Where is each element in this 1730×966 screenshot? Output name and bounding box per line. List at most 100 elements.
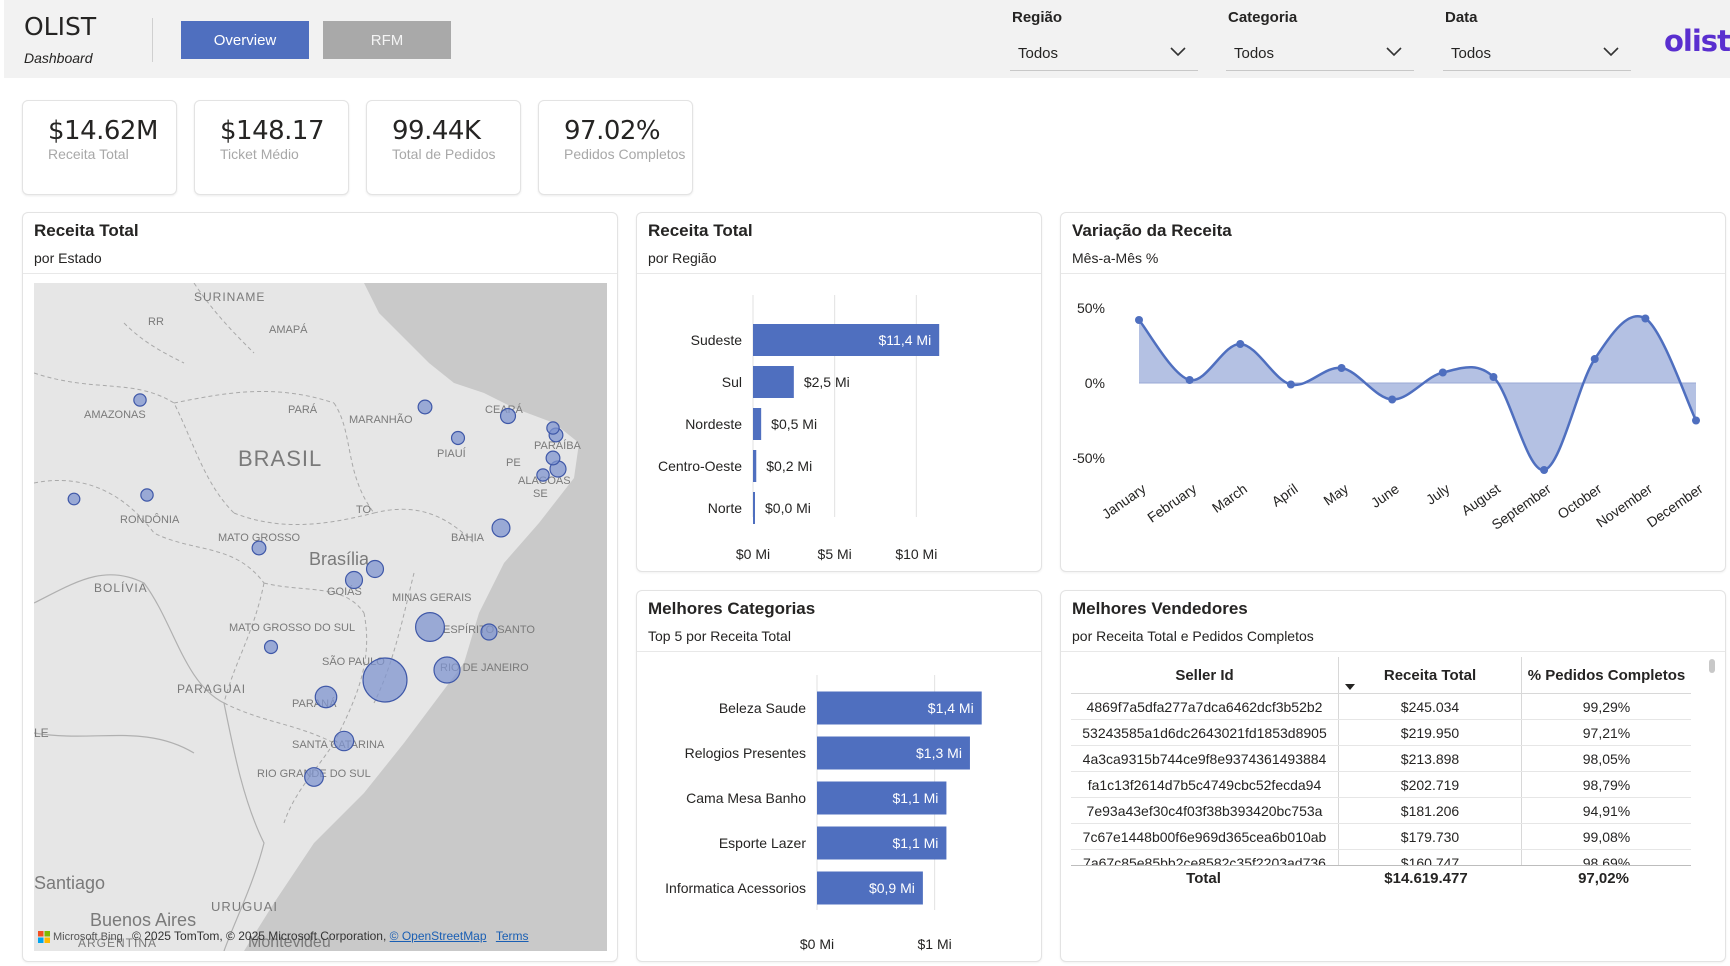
table-row[interactable]: 7c67e1448b00f6e969d365cea6b010ab $179.730…	[1071, 823, 1691, 850]
map-label: BOLÍVIA	[94, 580, 148, 595]
table-row[interactable]: 4a3ca9315b744ce9f8e9374361493884 $213.898…	[1071, 745, 1691, 772]
revenue-cell: $219.950	[1338, 719, 1522, 746]
map-label: Buenos Aires	[90, 910, 196, 930]
data-point	[1388, 395, 1397, 404]
map-label: MATO GROSSO	[218, 532, 301, 544]
microsoft-logo-icon	[38, 930, 50, 943]
kpi-card-receita-total: $14.62M Receita Total	[22, 100, 177, 195]
table-row[interactable]: fa1c13f2614d7b5c4749cbc52fecda94 $202.719…	[1071, 771, 1691, 798]
map-label: PE	[506, 457, 521, 469]
region-panel-subtitle: por Região	[648, 250, 717, 266]
kpi-label: Ticket Médio	[220, 146, 299, 162]
x-tick-label: $0 Mi	[736, 546, 770, 562]
category-label: Sudeste	[691, 332, 743, 348]
sort-descending-icon	[1345, 684, 1355, 690]
revenue-cell: $202.719	[1338, 771, 1522, 798]
data-label: $1,4 Mi	[928, 700, 974, 716]
y-tick-label: 0%	[1085, 375, 1105, 391]
map-label: SURINAME	[194, 290, 265, 304]
x-tick-label: December	[1644, 480, 1706, 530]
category-label: Esporte Lazer	[719, 835, 806, 851]
map-label: RIO DE JANEIRO	[440, 662, 529, 674]
map-copyright: © 2025 TomTom, © 2025 Microsoft Corporat…	[132, 929, 387, 943]
x-tick-label: $5 Mi	[818, 546, 852, 562]
column-header-seller-id[interactable]: Seller Id	[1071, 657, 1339, 694]
seller-id-cell: 7e93a43ef30c4f03f38b393420bc753a	[1071, 797, 1339, 824]
terms-link[interactable]: Terms	[495, 929, 529, 943]
categories-panel: Melhores Categorias Top 5 por Receita To…	[636, 590, 1042, 962]
bubble-sp	[362, 657, 408, 703]
map-label: MINAS GERAIS	[392, 592, 471, 604]
sellers-panel: Melhores Vendedores por Receita Total e …	[1060, 590, 1726, 962]
categoria-filter-dropdown[interactable]: Todos	[1226, 36, 1414, 71]
overview-tab-button[interactable]: Overview	[181, 21, 309, 59]
revenue-cell: $179.730	[1338, 823, 1522, 850]
rfm-tab-button[interactable]: RFM	[323, 21, 451, 59]
column-header-receita-total[interactable]: Receita Total	[1338, 657, 1522, 694]
country-borders	[34, 574, 265, 951]
kpi-value: $148.17	[220, 116, 325, 146]
x-tick-label: May	[1320, 480, 1351, 508]
map-label: PARAGUAI	[177, 682, 246, 696]
map-label: AMAPÁ	[269, 323, 308, 336]
seller-id-cell: 7c67e1448b00f6e969d365cea6b010ab	[1071, 823, 1339, 850]
kpi-label: Total de Pedidos	[392, 146, 496, 162]
bar	[817, 871, 923, 905]
region-revenue-panel: Receita Total por Região $0 Mi $5 Mi $10 M…	[636, 212, 1042, 572]
pct-cell: 97,21%	[1521, 719, 1691, 746]
chevron-down-icon	[1603, 47, 1619, 57]
bubble-am	[133, 393, 147, 407]
regiao-filter-dropdown[interactable]: Todos	[1010, 36, 1198, 71]
map-label: MARANHÃO	[349, 413, 413, 426]
region-bar-chart[interactable]: $0 Mi $5 Mi $10 Mi Sudeste $11,4 Mi Sul $2,5 M…	[637, 277, 1041, 567]
data-point	[1185, 376, 1194, 384]
sellers-table: Seller Id Receita Total % Pedidos Comple…	[1071, 657, 1691, 871]
category-label: Sul	[722, 374, 742, 390]
category-label: Beleza Saude	[719, 700, 806, 716]
pct-cell: 99,29%	[1521, 693, 1691, 720]
bubble-mt	[251, 540, 267, 556]
regiao-filter-label: Região	[1012, 9, 1063, 26]
openstreetmap-link[interactable]: © OpenStreetMap	[389, 929, 487, 943]
categories-panel-subtitle: Top 5 por Receita Total	[648, 628, 791, 644]
map-visual[interactable]: SURINAME RR AMAPÁ AMAZONAS PARÁ MARANHÃO…	[34, 283, 607, 951]
column-header-pct-completos[interactable]: % Pedidos Completos	[1521, 657, 1691, 694]
data-point	[1135, 316, 1143, 324]
category-label: Nordeste	[685, 416, 742, 432]
y-tick-label: -50%	[1072, 450, 1105, 466]
data-filter-dropdown[interactable]: Todos	[1443, 36, 1631, 71]
map-capital-label: Brasília	[309, 549, 370, 569]
seller-id-cell: 53243585a1d6dc2643021fd1853d8905	[1071, 719, 1339, 746]
categories-bar-chart[interactable]: $0 Mi $1 Mi Beleza Saude $1,4 Mi Relogios Pr…	[637, 655, 1041, 957]
kpi-value: 99.44K	[392, 116, 481, 146]
categoria-filter-value: Todos	[1234, 45, 1275, 62]
map-label: BAHIA	[451, 532, 485, 544]
seller-id-cell: 4a3ca9315b744ce9f8e9374361493884	[1071, 745, 1339, 772]
sellers-panel-subtitle: por Receita Total e Pedidos Completos	[1072, 628, 1314, 644]
data-point	[1489, 373, 1498, 381]
data-point	[1590, 355, 1599, 363]
table-row[interactable]: 53243585a1d6dc2643021fd1853d8905 $219.950…	[1071, 719, 1691, 746]
x-tick-label: August	[1458, 480, 1503, 518]
sellers-table-viewport[interactable]: Seller Id Receita Total % Pedidos Comple…	[1061, 591, 1701, 871]
bubble-se	[536, 468, 550, 482]
bar	[817, 691, 982, 725]
table-scrollbar[interactable]	[1709, 659, 1715, 673]
map-label: MATO GROSSO DO SUL	[229, 622, 355, 634]
bar	[753, 408, 762, 440]
table-row[interactable]: 7e93a43ef30c4f03f38b393420bc753a $181.206…	[1071, 797, 1691, 824]
bar	[817, 781, 947, 815]
bubble-mg	[414, 611, 446, 643]
bubble-pi	[450, 430, 466, 446]
map-label: Montevideu	[248, 934, 331, 951]
bar	[753, 366, 794, 398]
categories-panel-title: Melhores Categorias	[648, 599, 816, 618]
table-row[interactable]: 4869f7a5dfa277a7dca6462dcf3b52b2 $245.034…	[1071, 693, 1691, 720]
map-label: PIAUÍ	[437, 447, 467, 460]
map-label: RONDÔNIA	[120, 513, 180, 526]
variation-panel-title: Variação da Receita	[1072, 221, 1232, 240]
map-bubbles	[67, 393, 567, 787]
bubble-ac	[67, 492, 81, 506]
map-country-label: BRASIL	[238, 446, 322, 471]
